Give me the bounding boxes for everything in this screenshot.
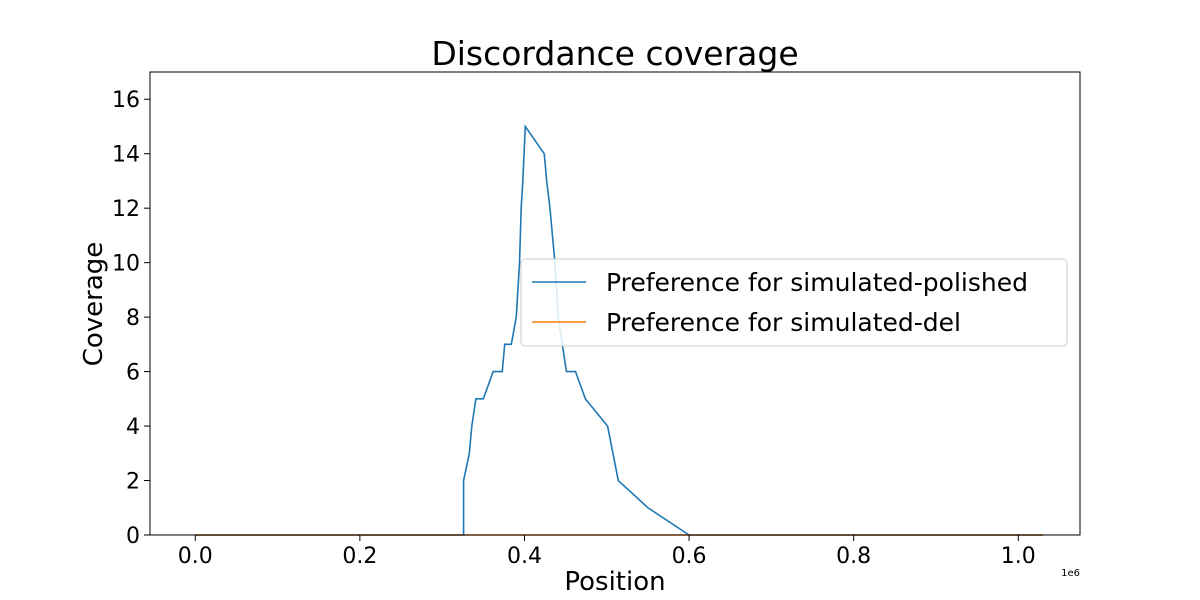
y-tick-label: 10: [112, 252, 140, 277]
y-tick-label: 16: [112, 88, 140, 113]
y-tick-label: 6: [126, 361, 140, 386]
plot-frame: [149, 71, 1081, 536]
series-line-1: [195, 124, 1043, 536]
y-tick-label: 8: [126, 306, 140, 331]
legend-label-2: Preference for simulated-del: [606, 308, 961, 337]
chart-title: Discordance coverage: [431, 34, 798, 73]
y-tick-label: 4: [126, 415, 140, 440]
x-tick-label: 0.0: [178, 544, 213, 569]
legend-label-1: Preference for simulated-polished: [606, 268, 1028, 297]
legend-box: [520, 258, 1068, 347]
y-tick-label: 14: [112, 143, 140, 168]
x-tick-label: 0.2: [342, 544, 377, 569]
x-offset-text: 1e6: [1061, 568, 1080, 579]
y-tick-label: 0: [126, 524, 140, 549]
x-tick-label: 0.8: [836, 544, 871, 569]
x-tick-label: 0.6: [672, 544, 707, 569]
x-axis-label: Position: [564, 567, 665, 597]
legend: Preference for simulated-polished Prefere…: [520, 258, 1068, 347]
x-tick-label: 0.4: [507, 544, 542, 569]
x-tick-label: 1.0: [1001, 544, 1036, 569]
y-axis-label: Coverage: [79, 242, 109, 367]
y-tick-label: 2: [126, 470, 140, 495]
y-tick-label: 12: [112, 197, 140, 222]
plot-area: 0.0 0.2 0.4 0.6 0.8 1.0 0 2 4 6 8 10 12 14 16: [112, 71, 1081, 569]
